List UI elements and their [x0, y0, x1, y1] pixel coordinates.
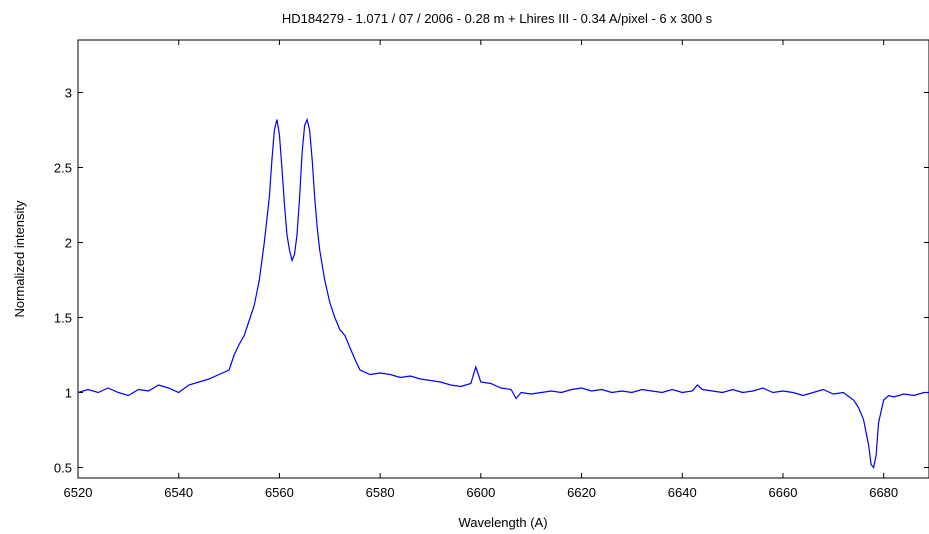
- y-tick-label: 1.5: [54, 311, 72, 326]
- x-tick-label: 6620: [567, 485, 596, 500]
- chart-title: HD184279 - 1.071 / 07 / 2006 - 0.28 m + …: [282, 11, 713, 26]
- x-tick-label: 6660: [769, 485, 798, 500]
- y-axis-label: Normalized intensity: [12, 200, 27, 318]
- x-tick-label: 6580: [366, 485, 395, 500]
- y-tick-label: 3: [65, 86, 72, 101]
- x-tick-label: 6600: [466, 485, 495, 500]
- y-tick-label: 2: [65, 236, 72, 251]
- x-axis: 6520 6540 6560 6580 6600 6620 6640 6660 6680: [64, 40, 898, 500]
- x-tick-label: 6540: [164, 485, 193, 500]
- x-tick-label: 6560: [265, 485, 294, 500]
- y-tick-label: 2.5: [54, 161, 72, 176]
- x-tick-label: 6640: [668, 485, 697, 500]
- plot-area: [77, 39, 929, 479]
- y-tick-label: 1: [65, 386, 72, 401]
- x-axis-label: Wavelength (A): [458, 515, 547, 530]
- y-tick-label: 0.5: [54, 461, 72, 476]
- x-tick-label: 6520: [64, 485, 93, 500]
- x-tick-label: 6680: [869, 485, 898, 500]
- spectrum-series-line: [77, 117, 929, 469]
